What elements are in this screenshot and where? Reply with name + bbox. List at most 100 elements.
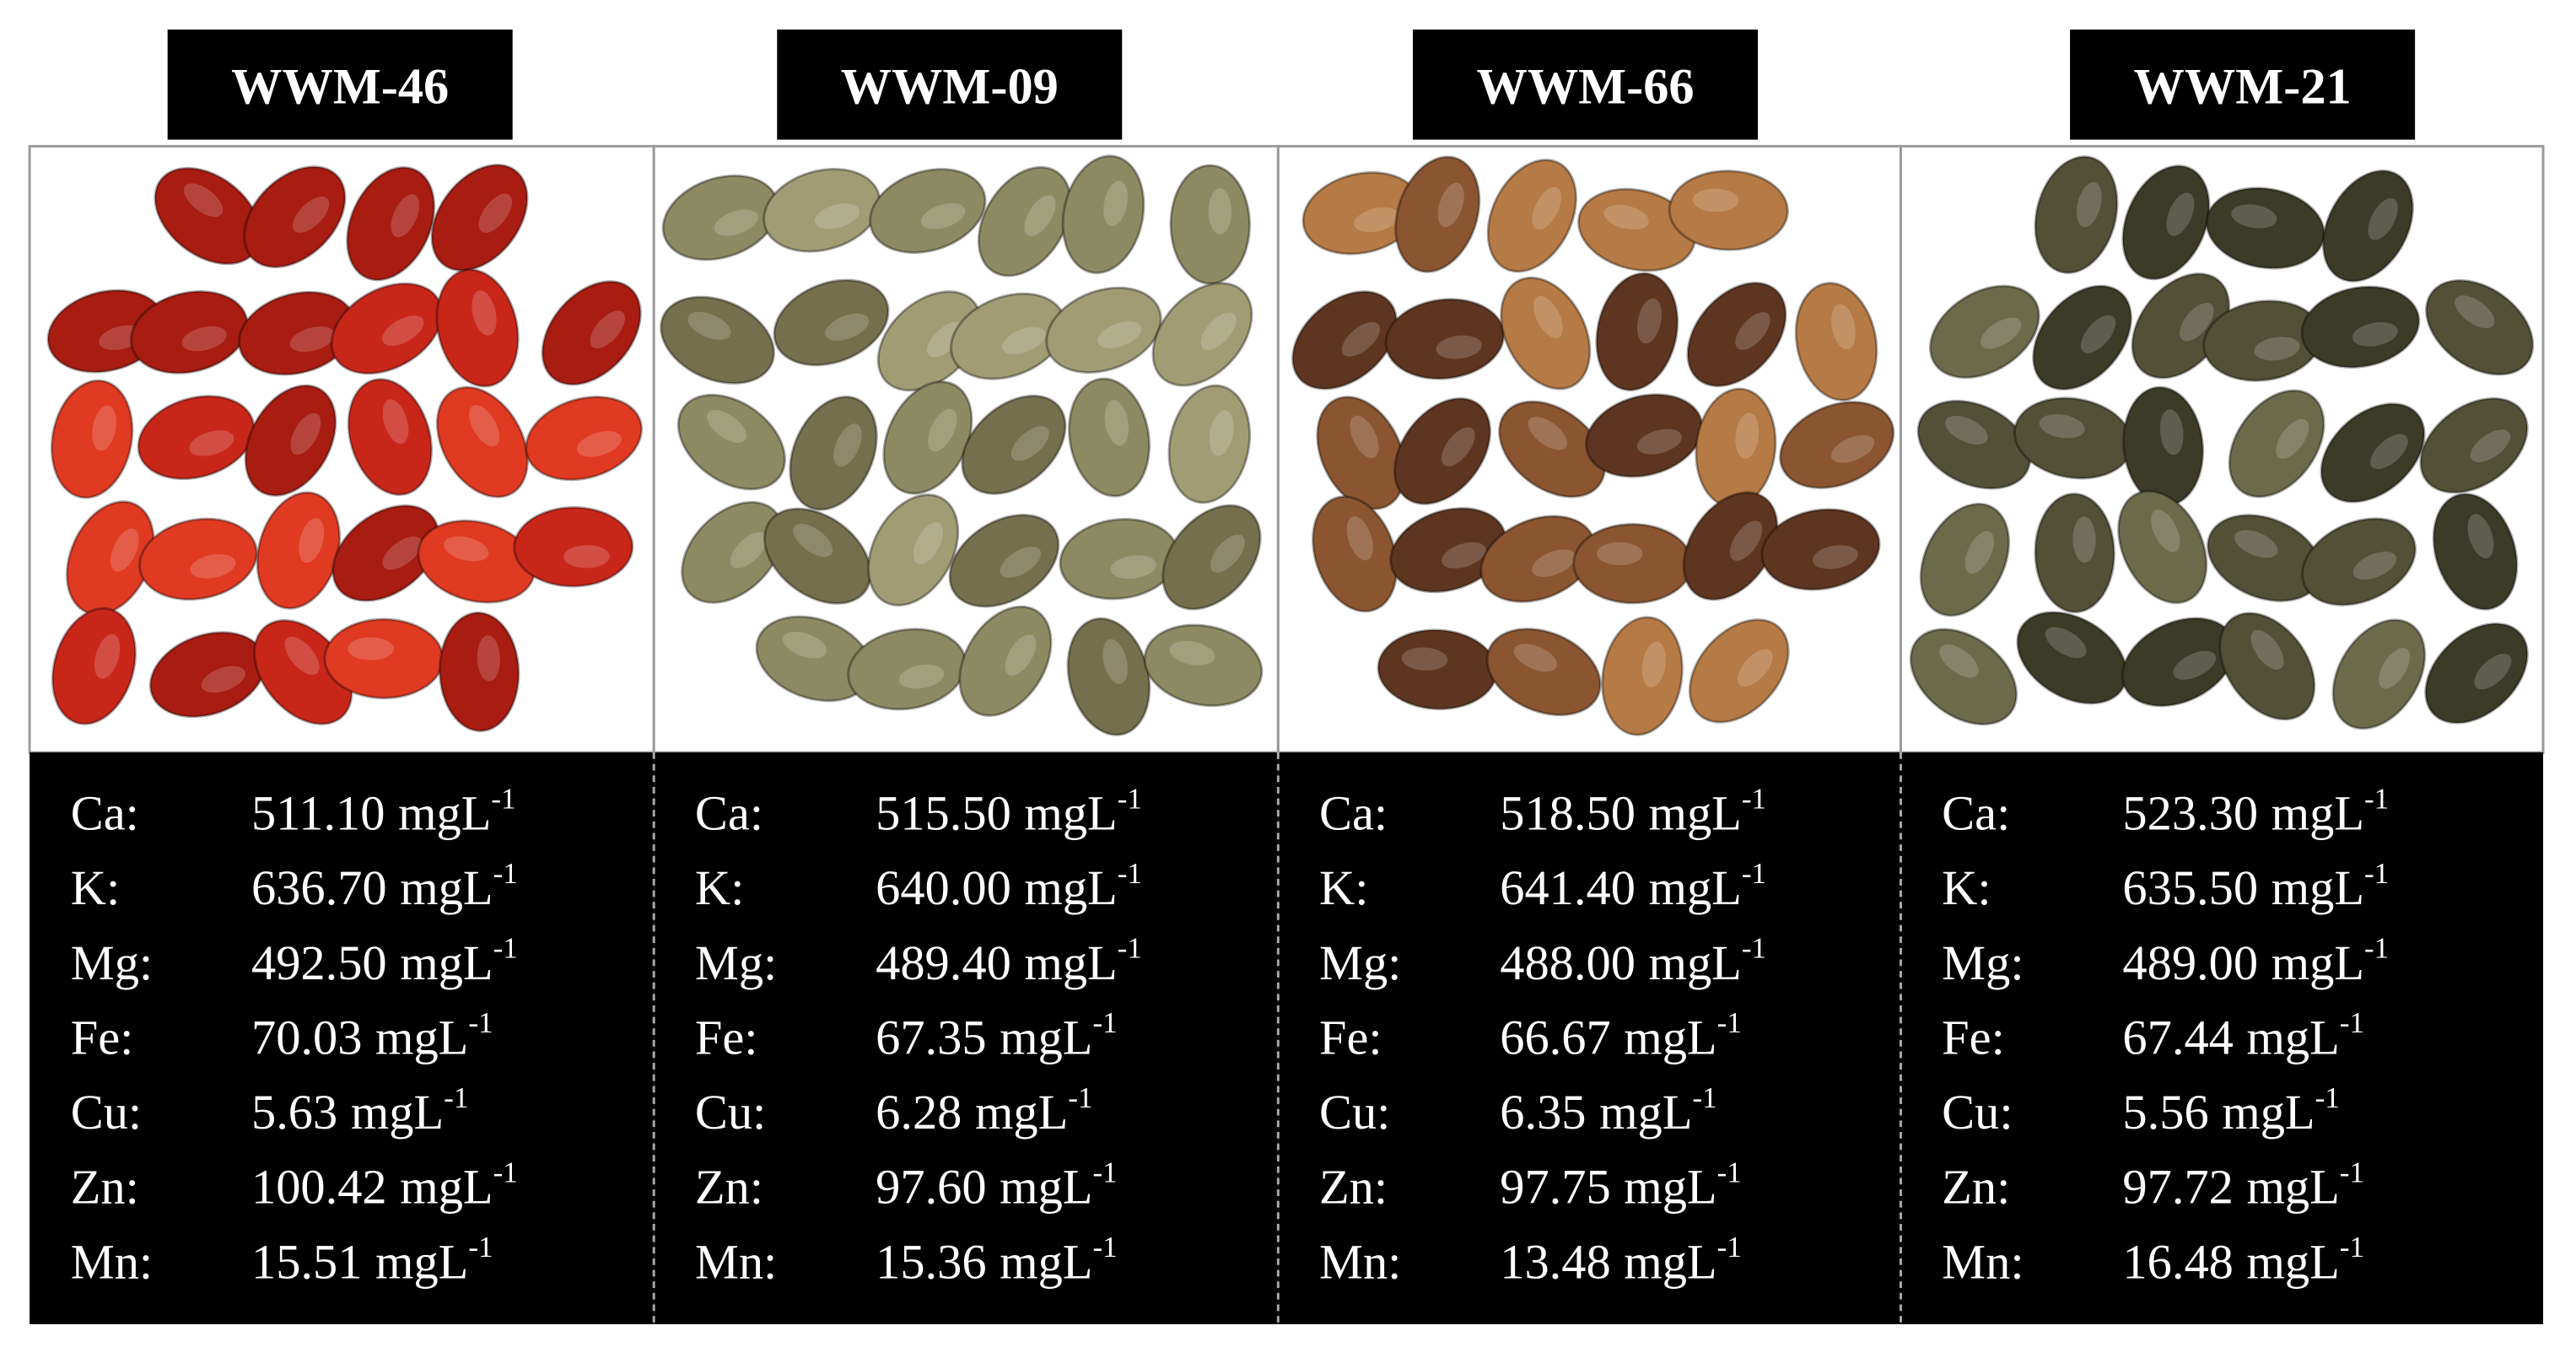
seed — [1668, 170, 1789, 251]
seed-highlight — [2151, 509, 2180, 552]
seed-highlight — [920, 202, 966, 229]
seed — [948, 514, 1060, 608]
seed — [2034, 492, 2115, 614]
seed — [2034, 155, 2119, 274]
seed-highlight — [825, 313, 870, 341]
seed-highlight — [1354, 207, 1399, 233]
seed-highlight — [110, 528, 139, 572]
seed — [525, 396, 644, 482]
seed — [961, 394, 1067, 495]
exponent: -1 — [2364, 782, 2389, 815]
seed — [2300, 285, 2421, 369]
element-label: Ca: — [695, 786, 763, 841]
seed-highlight — [1169, 641, 1215, 666]
seed — [1585, 393, 1704, 478]
seed-highlight — [1200, 312, 1237, 350]
element-label: Cu: — [71, 1085, 142, 1140]
unit: mgL — [1000, 1160, 1092, 1215]
element-value: 488.00 mgL-1 — [1500, 932, 1766, 990]
seed — [1760, 508, 1881, 591]
table-bg — [1900, 752, 2544, 1324]
exponent: -1 — [444, 1081, 468, 1114]
element-value: 100.42 mgL-1 — [251, 1156, 518, 1214]
seed-highlight — [1831, 304, 1856, 350]
unit: mgL — [400, 1160, 493, 1215]
unit: mgL — [1649, 935, 1742, 990]
unit: mgL — [2222, 1085, 2315, 1140]
seed-highlight — [1513, 644, 1558, 672]
seed-highlight — [181, 326, 227, 352]
element-value: 511.10 mgL-1 — [251, 782, 516, 840]
value: 636.70 — [251, 860, 387, 915]
seed — [137, 395, 256, 481]
seed-highlight — [1001, 326, 1046, 355]
seed — [2432, 493, 2519, 611]
element-label: Fe: — [695, 1010, 758, 1064]
element-label: Mg: — [71, 935, 153, 990]
seed — [438, 611, 520, 733]
seed-highlight — [1532, 549, 1576, 577]
seed — [430, 164, 529, 272]
element-value: 6.35 mgL-1 — [1500, 1081, 1716, 1140]
seed-highlight — [469, 405, 500, 447]
seed-highlight — [1350, 415, 1379, 459]
exponent: -1 — [1118, 782, 1142, 815]
seed-highlight — [382, 536, 423, 570]
panel-label: WWM-09 — [841, 59, 1059, 116]
unit: mgL — [1649, 860, 1742, 915]
seed — [1312, 495, 1398, 613]
unit: mgL — [1000, 1010, 1092, 1064]
panel-label: WWM-46 — [231, 59, 449, 116]
seed-highlight — [1830, 434, 1875, 463]
seed-highlight — [577, 431, 622, 457]
element-label: Zn: — [695, 1160, 763, 1215]
seed-highlight — [2234, 530, 2278, 558]
value: 489.00 — [2122, 935, 2258, 990]
seed — [138, 517, 258, 601]
exponent: -1 — [1717, 1156, 1742, 1188]
element-label: Mn: — [695, 1234, 777, 1289]
seed — [1394, 155, 1481, 273]
exponent: -1 — [1093, 1156, 1118, 1188]
element-label: Cu: — [1319, 1085, 1390, 1140]
seed-highlight — [1636, 428, 1682, 455]
value: 100.42 — [251, 1160, 387, 1215]
unit: mgL — [375, 1234, 468, 1289]
seed — [541, 280, 642, 386]
seed — [1686, 281, 1787, 388]
value: 97.60 — [876, 1160, 986, 1215]
seed — [1916, 399, 2032, 490]
element-label: Mg: — [695, 935, 777, 990]
seed-highlight — [1729, 520, 1763, 561]
element-value: 518.50 mgL-1 — [1500, 782, 1766, 840]
seed-highlight — [184, 183, 224, 218]
element-value: 635.50 mgL-1 — [2122, 857, 2389, 915]
seed-highlight — [2180, 302, 2214, 342]
unit: mgL — [2272, 860, 2364, 915]
seed-highlight — [1005, 634, 1037, 676]
seed-highlight — [1104, 400, 1129, 446]
element-value: 67.35 mgL-1 — [876, 1006, 1118, 1064]
element-label: Ca: — [1319, 786, 1388, 841]
seed — [2331, 618, 2427, 730]
seed-highlight — [189, 430, 234, 456]
seed — [2228, 389, 2325, 498]
seed — [1682, 491, 1779, 601]
exponent: -1 — [1093, 1006, 1118, 1039]
seed-highlight — [927, 321, 965, 358]
element-value: 16.48 mgL-1 — [2122, 1231, 2364, 1289]
seed-highlight — [391, 194, 420, 238]
seed — [1291, 290, 1398, 391]
seed-highlight — [1209, 410, 1234, 456]
seed-highlight — [2250, 629, 2284, 670]
unit: mgL — [1624, 1160, 1716, 1215]
exponent: -1 — [1093, 1231, 1118, 1264]
seed-highlight — [814, 203, 860, 229]
seed-highlight — [590, 310, 626, 349]
seed-highlight — [928, 408, 957, 452]
exponent: -1 — [1692, 1081, 1716, 1114]
value: 70.03 — [251, 1010, 362, 1064]
seed — [435, 385, 529, 498]
